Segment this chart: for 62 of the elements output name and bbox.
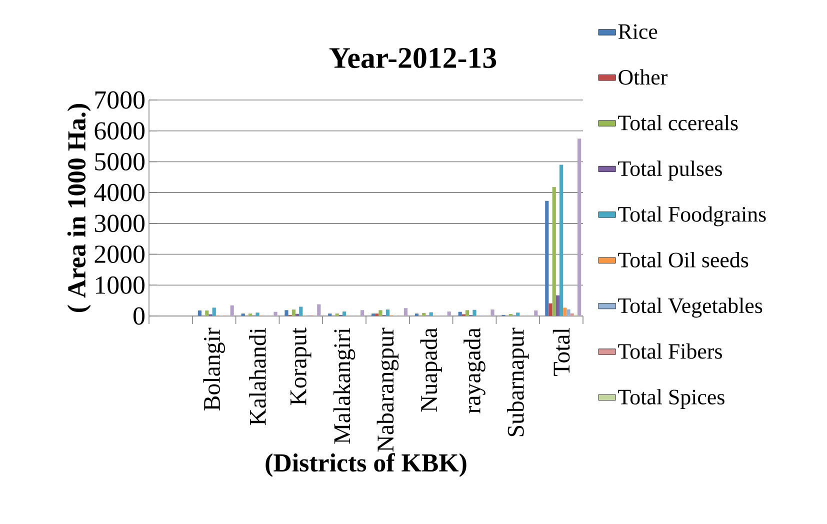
bar — [360, 310, 364, 316]
y-tick-label: 2000 — [94, 246, 144, 264]
legend-label: Other — [618, 69, 668, 85]
x-axis-title: (Districts of KBK) — [266, 453, 466, 477]
chart-title: Year-2012-13 — [329, 48, 496, 68]
bar — [570, 313, 574, 316]
x-tick-label: Koraput — [290, 328, 312, 406]
legend-label: Total Oil seeds — [618, 252, 748, 268]
y-tick-label: 4000 — [94, 184, 144, 202]
bar — [299, 306, 303, 316]
legend-label: Total Spices — [618, 389, 724, 409]
bar — [274, 312, 278, 316]
bar — [284, 310, 288, 316]
bar — [545, 200, 549, 316]
x-tick-label: Bolangir — [203, 328, 225, 411]
x-tick-label: Nabarangpur — [376, 328, 399, 452]
bar — [566, 309, 570, 316]
bar — [548, 303, 552, 316]
bar — [317, 304, 321, 316]
x-tick-label: Malakangiri — [333, 328, 356, 444]
bar — [378, 310, 382, 316]
bar — [472, 310, 476, 316]
bar — [212, 308, 216, 316]
legend-label: Total Vegetables — [618, 298, 762, 318]
bar — [578, 138, 582, 316]
x-tick-label: Kalahandi — [249, 328, 266, 426]
bar — [205, 310, 209, 316]
bar — [466, 310, 470, 316]
bar — [422, 312, 426, 316]
bar — [563, 308, 567, 316]
x-tick-label: rayagada — [464, 328, 486, 414]
bar — [560, 164, 564, 316]
y-tick-label: 7000 — [95, 91, 144, 109]
y-tick-label: 0 — [134, 307, 144, 325]
bar — [342, 312, 346, 316]
bar — [447, 312, 451, 316]
bar — [404, 308, 408, 316]
y-tick-label: 6000 — [94, 122, 144, 140]
bar — [516, 312, 520, 316]
y-tick-label: 5000 — [95, 152, 144, 170]
bar — [458, 312, 462, 316]
x-tick-label: Total — [552, 328, 570, 376]
bar — [292, 310, 296, 316]
legend-label: Total ccereals — [618, 114, 738, 130]
x-tick-label: Nuapada — [420, 328, 442, 412]
bar — [429, 312, 433, 316]
legend-label: Total Foodgrains — [618, 206, 766, 226]
legend-label: Rice — [618, 24, 658, 39]
bar — [556, 295, 560, 316]
bar — [534, 310, 538, 316]
legend-label: Total Fibers — [618, 343, 722, 359]
legend-label: Total pulses — [618, 160, 722, 181]
x-tick-label: Subarnapur — [507, 328, 529, 436]
bar — [552, 187, 556, 316]
y-tick-label: 1000 — [96, 276, 144, 294]
bar — [230, 305, 234, 316]
y-tick-label: 3000 — [94, 214, 144, 232]
bar — [256, 312, 260, 316]
bar — [386, 310, 390, 316]
y-axis-title: ( Area in 1000 Ha.) — [67, 104, 91, 312]
bar — [198, 310, 202, 316]
bar — [490, 310, 494, 316]
